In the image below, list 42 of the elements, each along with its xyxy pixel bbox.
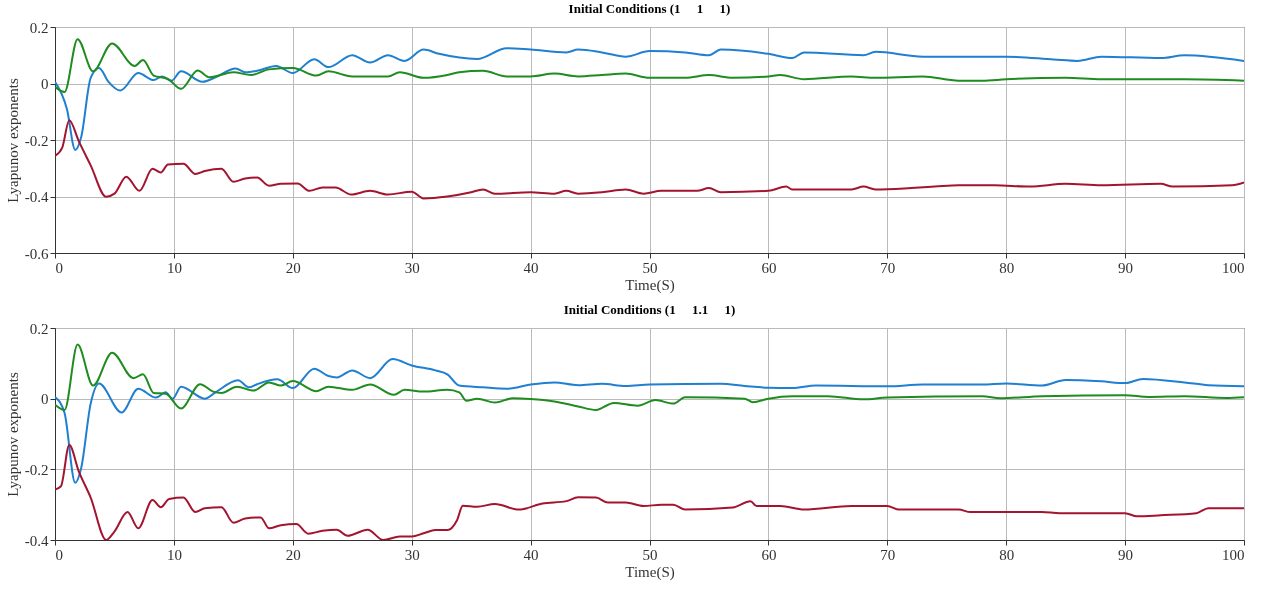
y-tick-label: -0.4 bbox=[24, 532, 49, 549]
y-tick-label: 0 bbox=[41, 76, 49, 92]
y-axis-title: Lyapunov exponents bbox=[4, 78, 21, 203]
line-series bbox=[55, 343, 1244, 411]
x-tick-label: 0 bbox=[55, 546, 63, 563]
x-tick-label: 0 bbox=[55, 259, 63, 276]
x-tick-label: 50 bbox=[642, 546, 658, 563]
x-axis-title: Time(S) bbox=[625, 563, 675, 581]
x-tick-label: 80 bbox=[999, 259, 1015, 276]
y-tick-label: -0.2 bbox=[24, 461, 49, 478]
x-tick-label: 90 bbox=[1118, 259, 1134, 276]
x-tick-label: 90 bbox=[1118, 546, 1134, 563]
x-tick-label: 70 bbox=[880, 259, 896, 276]
x-tick-label: 10 bbox=[166, 259, 182, 276]
x-tick-label: 20 bbox=[285, 259, 301, 276]
x-tick-label: 100 bbox=[1222, 259, 1245, 276]
x-tick-label: 50 bbox=[642, 259, 658, 276]
x-tick-label: 30 bbox=[404, 546, 420, 563]
y-axis-title: Lyapunov exponents bbox=[4, 372, 21, 497]
x-tick-label: 30 bbox=[404, 259, 420, 276]
y-tick-label: 0.2 bbox=[29, 19, 49, 36]
x-tick-label: 100 bbox=[1222, 546, 1245, 563]
y-tick-label: -0.4 bbox=[24, 189, 49, 205]
line-series bbox=[55, 38, 1244, 93]
y-tick-label: 0 bbox=[41, 391, 49, 408]
y-tick-label: -0.2 bbox=[24, 132, 49, 149]
x-tick-label: 70 bbox=[880, 546, 896, 563]
line-series bbox=[55, 358, 1244, 484]
line-series bbox=[55, 119, 1244, 200]
y-tick-label: -0.6 bbox=[24, 245, 49, 262]
x-tick-label: 40 bbox=[523, 546, 539, 563]
x-tick-label: 80 bbox=[999, 546, 1015, 563]
x-tick-label: 40 bbox=[523, 259, 539, 276]
x-tick-label: 60 bbox=[761, 546, 777, 563]
x-tick-label: 10 bbox=[166, 546, 182, 563]
chart-title: Initial Conditions (1 1.1 1) bbox=[563, 302, 736, 317]
chart-title: Initial Conditions (1 1 1) bbox=[568, 1, 731, 16]
x-axis-title: Time(S) bbox=[625, 276, 675, 294]
line-series bbox=[55, 47, 1244, 151]
x-tick-label: 20 bbox=[285, 546, 301, 563]
x-tick-label: 60 bbox=[761, 259, 777, 276]
y-tick-label: 0.2 bbox=[29, 320, 49, 337]
